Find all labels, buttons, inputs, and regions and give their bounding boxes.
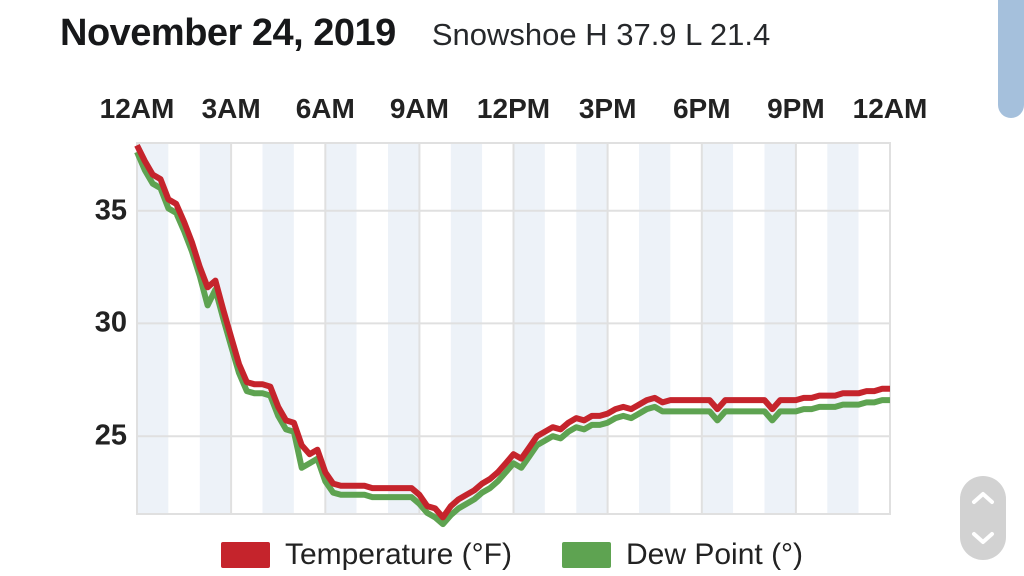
temperature-swatch xyxy=(220,542,270,568)
y-tick-label: 35 xyxy=(94,194,127,227)
x-tick-label: 12AM xyxy=(99,93,175,124)
dew-point-swatch xyxy=(562,542,611,568)
chevron-down-icon xyxy=(972,531,994,544)
x-tick-label: 6AM xyxy=(295,93,355,124)
legend-item-dew-point: Dew Point (°) xyxy=(562,538,803,572)
x-tick-label: 6PM xyxy=(672,93,731,124)
chart-header: November 24, 2019 Snowshoe H 37.9 L 21.4 xyxy=(60,12,770,55)
x-tick-label: 3AM xyxy=(201,93,261,124)
chart-legend: Temperature (°F) Dew Point (°) xyxy=(0,538,1024,572)
dew-point-legend-label: Dew Point (°) xyxy=(626,538,804,571)
date-title: November 24, 2019 xyxy=(60,12,396,54)
location-high-low-summary: Snowshoe H 37.9 L 21.4 xyxy=(431,17,771,52)
y-tick-label: 25 xyxy=(94,419,127,452)
x-tick-label: 3PM xyxy=(578,93,637,124)
x-tick-label: 12PM xyxy=(476,93,551,124)
y-tick-label: 30 xyxy=(94,306,127,339)
scroll-down-button[interactable] xyxy=(960,521,1006,555)
x-tick-label: 12AM xyxy=(852,93,928,124)
chevron-up-icon xyxy=(972,492,994,505)
page-scrollbar-thumb[interactable] xyxy=(998,0,1024,118)
y-axis-labels: 25 30 35 xyxy=(0,0,127,576)
x-tick-label: 9AM xyxy=(389,93,449,124)
scroll-buttons xyxy=(960,476,1006,560)
x-axis-labels: 12AM 3AM 6AM 9AM 12PM 3PM 6PM 9PM 12AM xyxy=(0,93,1024,127)
x-tick-label: 9PM xyxy=(767,93,825,124)
temperature-legend-label: Temperature (°F) xyxy=(284,538,512,571)
legend-item-temperature: Temperature (°F) xyxy=(220,538,512,572)
scroll-up-button[interactable] xyxy=(960,481,1006,515)
